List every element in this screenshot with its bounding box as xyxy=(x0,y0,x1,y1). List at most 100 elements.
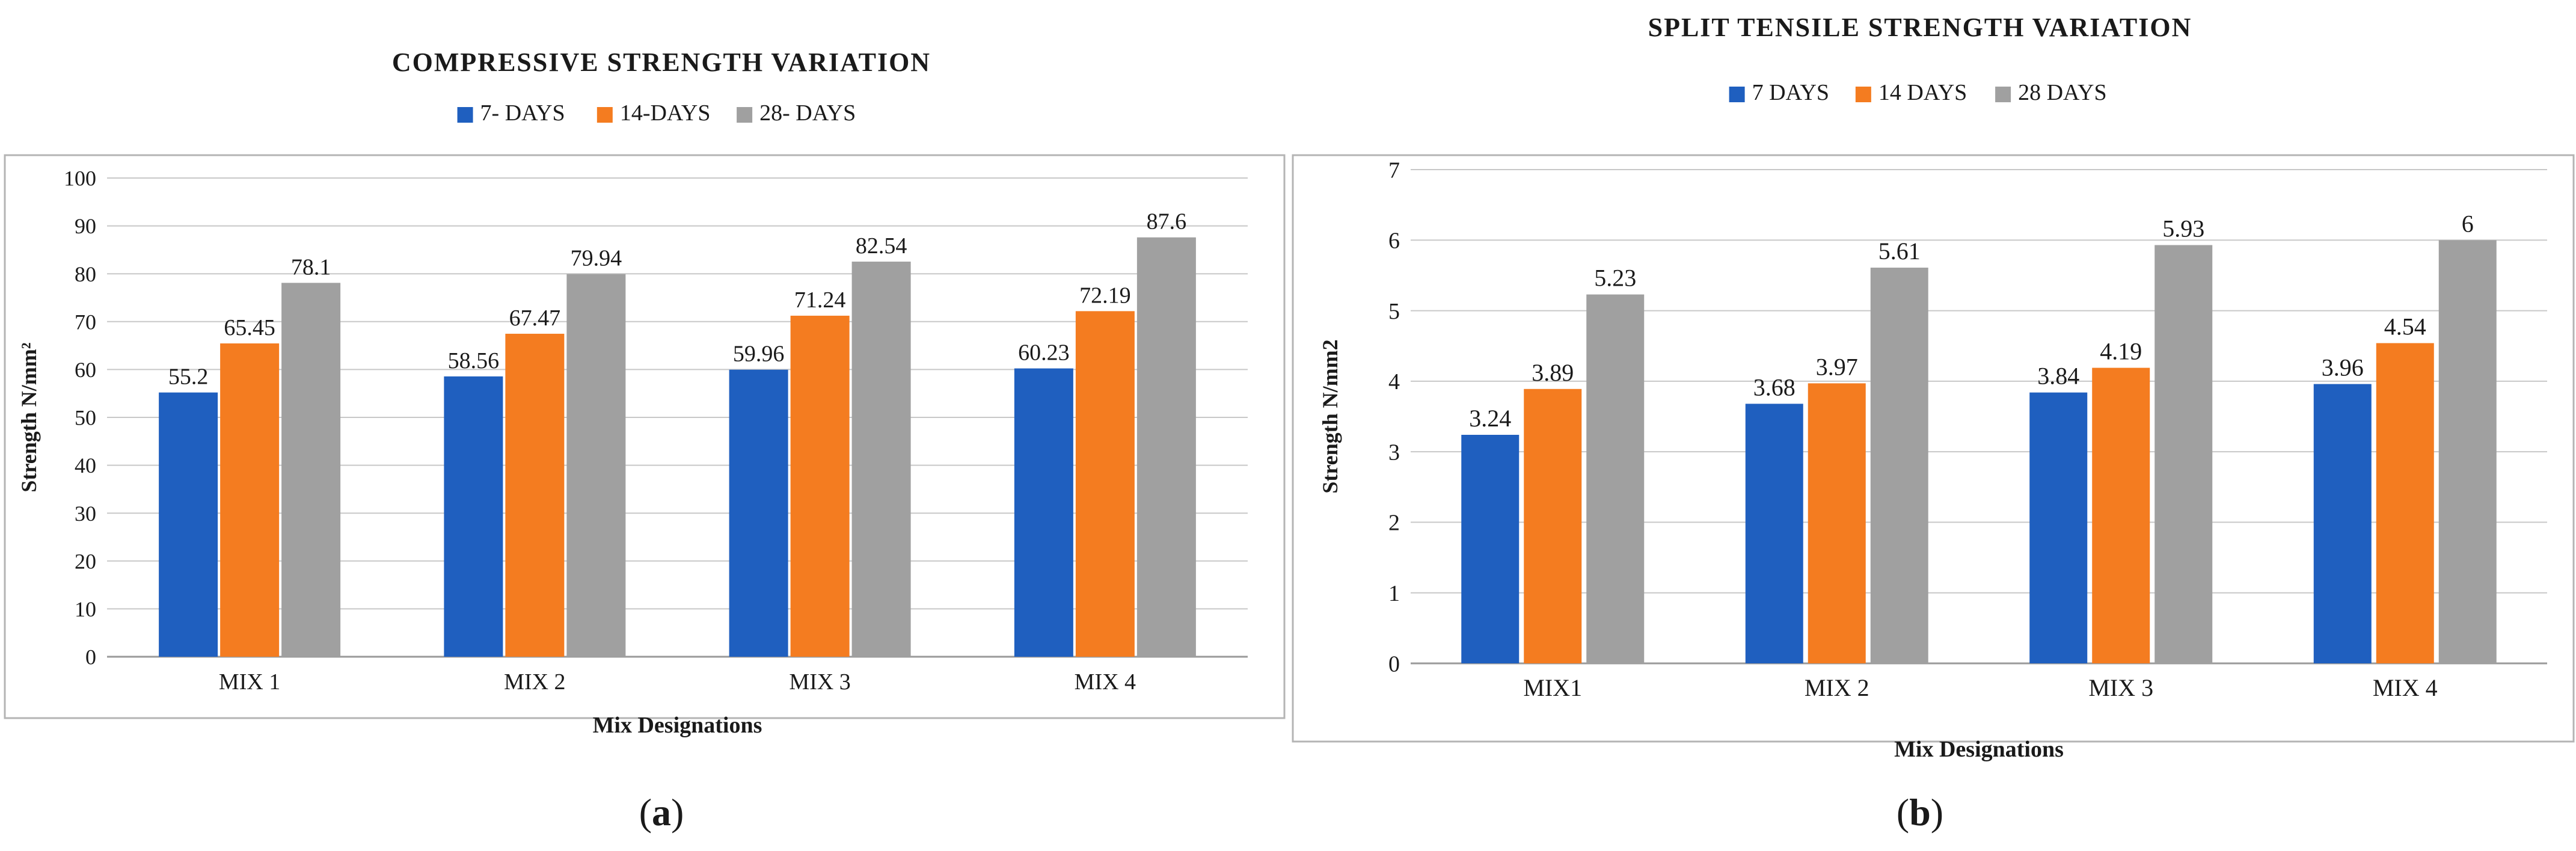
y-tick-label: 2 xyxy=(1388,511,1400,536)
y-tick-label: 3 xyxy=(1388,440,1400,465)
bar-14-days-1 xyxy=(220,343,280,657)
data-label: 78.1 xyxy=(291,254,331,280)
data-label: 55.2 xyxy=(168,364,209,390)
bar-28-days-2 xyxy=(1870,268,1928,664)
bar-14-days-3 xyxy=(2092,367,2150,663)
legend-label-2: 14-DAYS xyxy=(620,100,711,126)
data-label: 3.89 xyxy=(1532,359,1574,386)
y-tick-label: 5 xyxy=(1388,299,1400,324)
data-label: 79.94 xyxy=(571,246,622,271)
legend-label-2: 14 DAYS xyxy=(1878,80,1967,105)
data-label: 59.96 xyxy=(733,342,785,367)
y-tick-label: 6 xyxy=(1388,229,1400,254)
panel-label: (b) xyxy=(1897,791,1943,834)
bar-7-days-4 xyxy=(2313,384,2372,663)
legend-swatch-3 xyxy=(737,107,753,123)
legend-label-1: 7- DAYS xyxy=(480,100,565,126)
data-label: 3.24 xyxy=(1469,405,1511,432)
legend-swatch-2 xyxy=(1855,87,1871,102)
x-tick-label: MIX 4 xyxy=(2373,674,2438,701)
legend-label-1: 7 DAYS xyxy=(1752,80,1829,105)
chart-panel-a: COMPRESSIVE STRENGTH VARIATION 7- DAYS 14-… xyxy=(4,48,1286,834)
x-axis-title: Mix Designations xyxy=(1894,737,2064,762)
bar-7-days-2 xyxy=(1745,404,1803,663)
y-tick-label: 7 xyxy=(1388,158,1400,183)
legend: 7 DAYS 14 DAYS 28 DAYS xyxy=(1729,80,2107,105)
chart-title: SPLIT TENSILE STRENGTH VARIATION xyxy=(1648,13,2192,42)
legend-swatch-1 xyxy=(457,107,473,123)
y-tick-label: 4 xyxy=(1388,369,1400,395)
y-tick-label: 20 xyxy=(75,549,96,573)
panel-label: (a) xyxy=(639,791,684,834)
data-label: 72.19 xyxy=(1079,283,1131,308)
panel-border xyxy=(4,154,1286,719)
y-axis-title: Strength N/mm2 xyxy=(1318,339,1342,493)
bar-14-days-2 xyxy=(505,333,565,657)
data-label: 4.19 xyxy=(2100,338,2142,365)
bar-14-days-4 xyxy=(1075,311,1135,657)
bar-14-days-4 xyxy=(2376,343,2434,663)
bar-28-days-4 xyxy=(1136,237,1196,657)
bar-28-days-1 xyxy=(281,283,341,657)
legend-swatch-2 xyxy=(596,107,613,123)
bar-7-days-2 xyxy=(444,376,503,657)
legend-swatch-1 xyxy=(1729,87,1745,102)
x-tick-label: MIX 2 xyxy=(504,669,565,695)
data-label: 87.6 xyxy=(1147,209,1187,235)
bar-14-days-2 xyxy=(1808,383,1866,663)
bar-14-days-1 xyxy=(1524,389,1582,663)
x-tick-label: MIX1 xyxy=(1523,674,1582,701)
data-label: 5.23 xyxy=(1594,265,1636,292)
y-tick-label: 0 xyxy=(85,645,96,669)
legend: 7- DAYS 14-DAYS 28- DAYS xyxy=(457,100,856,126)
data-label: 3.68 xyxy=(1753,373,1796,401)
legend-swatch-3 xyxy=(1995,87,2011,102)
data-label: 6 xyxy=(2462,210,2474,237)
data-label: 5.61 xyxy=(1878,238,1921,265)
data-label: 4.54 xyxy=(2384,313,2426,340)
y-tick-label: 90 xyxy=(75,214,96,238)
y-tick-label: 100 xyxy=(64,167,96,191)
bar-7-days-1 xyxy=(159,392,218,657)
y-tick-label: 50 xyxy=(75,406,96,430)
y-tick-label: 80 xyxy=(75,262,96,286)
y-tick-label: 30 xyxy=(75,502,96,526)
x-tick-label: MIX 3 xyxy=(2088,674,2153,701)
bar-7-days-4 xyxy=(1014,368,1073,657)
data-label: 65.45 xyxy=(224,315,275,340)
legend-label-3: 28- DAYS xyxy=(759,100,856,126)
y-tick-label: 1 xyxy=(1388,581,1400,606)
bar-14-days-3 xyxy=(790,315,850,657)
y-tick-label: 10 xyxy=(75,597,96,621)
bar-28-days-4 xyxy=(2438,240,2497,663)
bar-7-days-3 xyxy=(729,369,788,657)
data-label: 82.54 xyxy=(856,233,907,259)
data-label: 3.84 xyxy=(2037,363,2079,390)
bar-28-days-2 xyxy=(566,274,626,657)
y-tick-label: 0 xyxy=(1388,651,1400,677)
x-tick-label: MIX 2 xyxy=(1805,674,1869,701)
y-tick-label: 40 xyxy=(75,453,96,478)
panel-border xyxy=(1292,154,2575,743)
data-label: 5.93 xyxy=(2162,215,2204,242)
x-tick-label: MIX 3 xyxy=(789,669,850,695)
data-label: 71.24 xyxy=(794,287,846,313)
bar-28-days-1 xyxy=(1586,294,1645,663)
data-label: 60.23 xyxy=(1018,340,1070,366)
data-label: 3.97 xyxy=(1816,353,1858,380)
x-tick-label: MIX 4 xyxy=(1075,669,1136,695)
bar-7-days-1 xyxy=(1461,434,1520,663)
x-tick-label: MIX 1 xyxy=(219,669,280,695)
legend-label-3: 28 DAYS xyxy=(2018,80,2106,105)
y-tick-label: 70 xyxy=(75,310,96,334)
data-label: 58.56 xyxy=(448,348,500,373)
data-label: 67.47 xyxy=(509,306,561,331)
bar-28-days-3 xyxy=(2154,245,2213,663)
x-axis-title: Mix Designations xyxy=(593,713,762,738)
chart-title: COMPRESSIVE STRENGTH VARIATION xyxy=(392,48,931,77)
bar-28-days-3 xyxy=(851,261,911,657)
bar-7-days-3 xyxy=(2029,392,2088,663)
data-label: 3.96 xyxy=(2322,354,2364,381)
